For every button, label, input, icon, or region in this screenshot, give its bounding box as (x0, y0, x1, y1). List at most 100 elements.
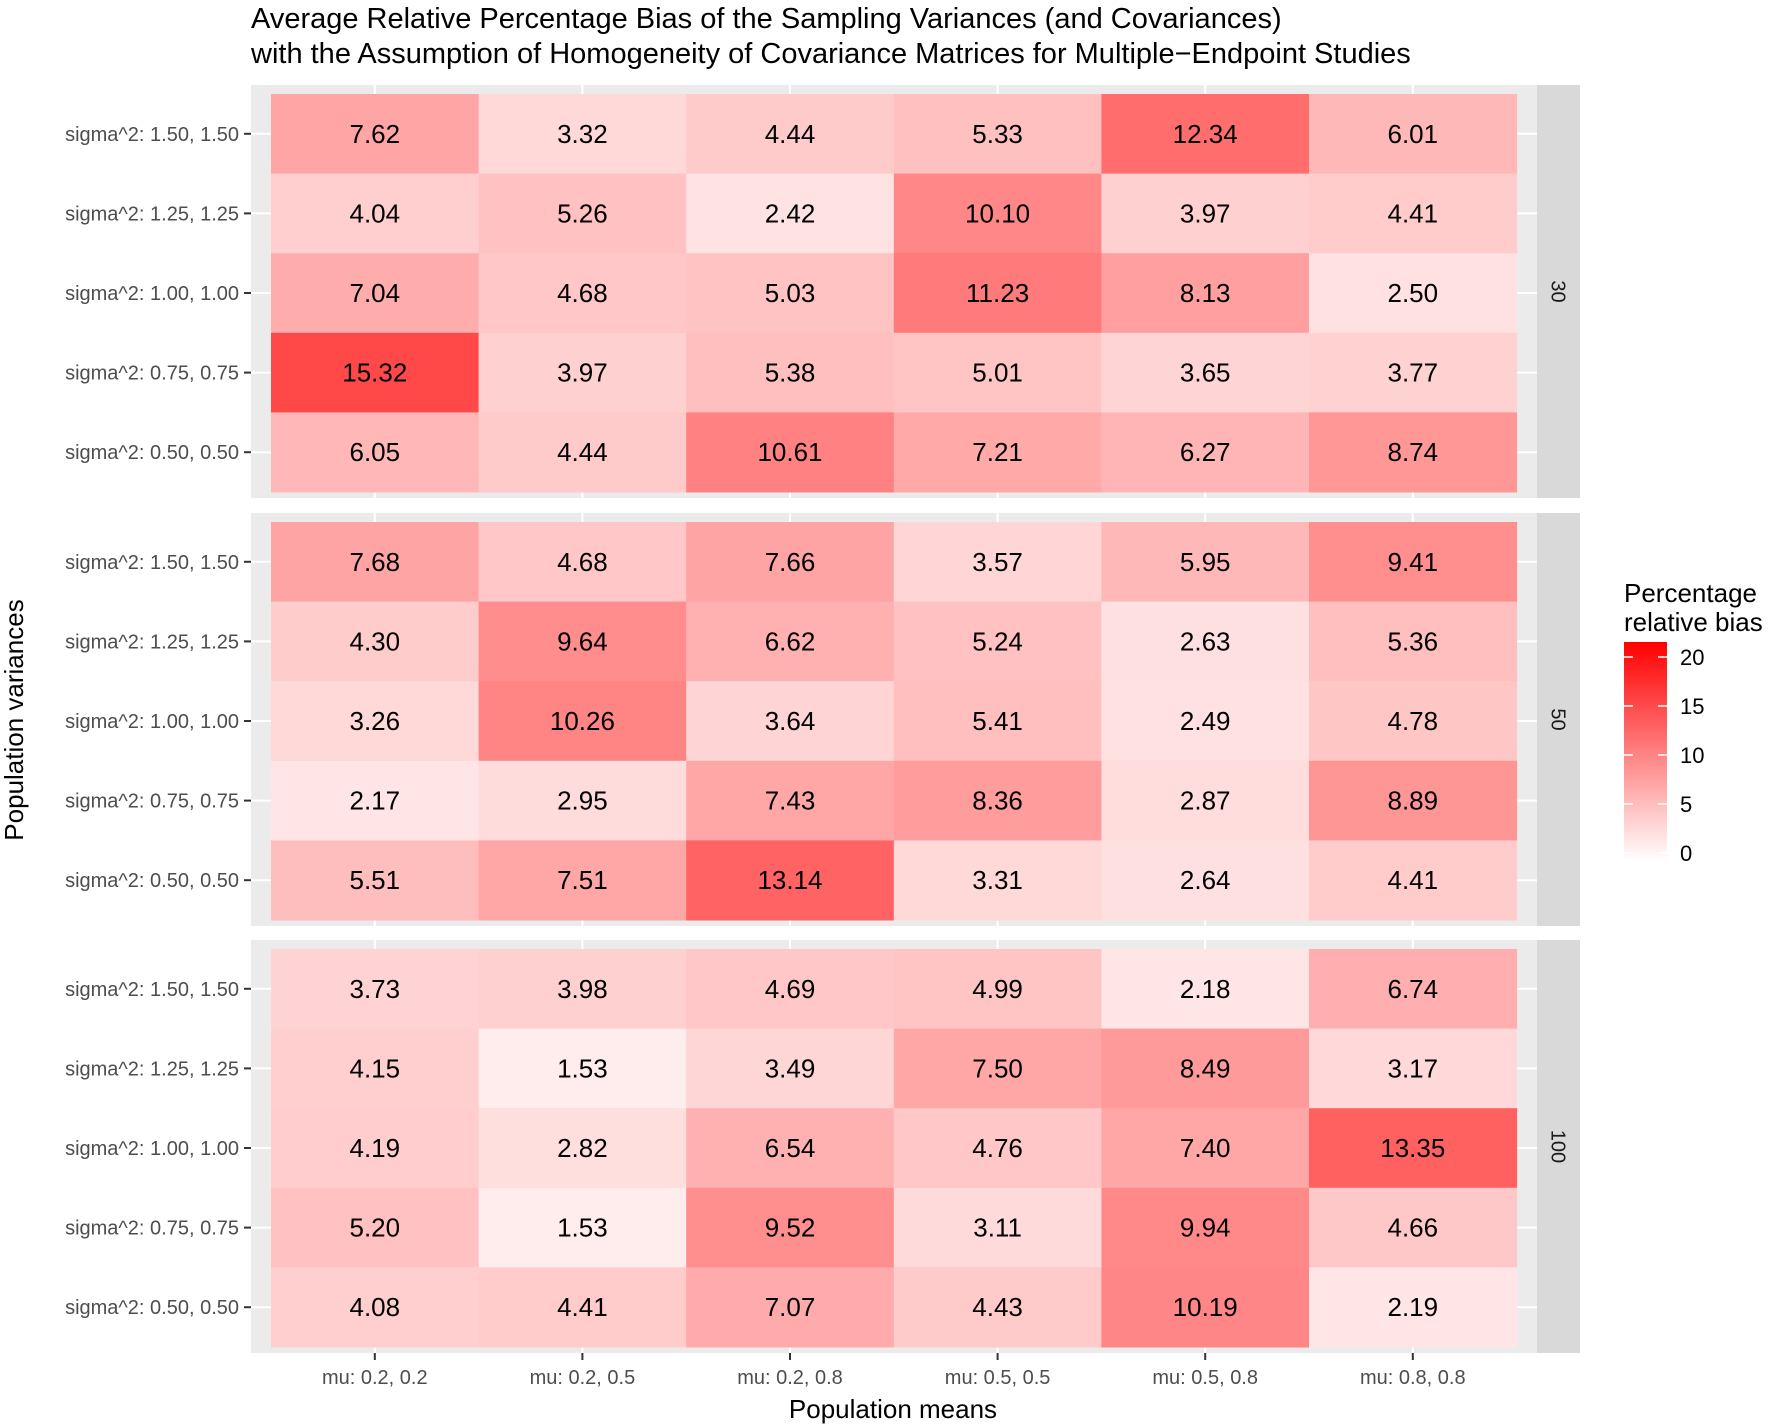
cell-value-label: 4.66 (1387, 1213, 1438, 1243)
chart-title-line: Average Relative Percentage Bias of the … (251, 3, 1282, 35)
x-tick-label: mu: 0.2, 0.5 (530, 1367, 636, 1389)
heatmap-cell (1101, 949, 1310, 1030)
y-tick-label: sigma^2: 0.75, 0.75 (65, 363, 239, 385)
y-axis-title: Population variances (0, 599, 29, 840)
heatmap-cell (893, 681, 1102, 762)
facet-strip-label: 30 (1547, 280, 1569, 302)
x-tick-label: mu: 0.2, 0.2 (322, 1367, 428, 1389)
legend-tick-label: 15 (1680, 694, 1704, 719)
heatmap-cell (686, 94, 895, 175)
cell-value-label: 7.66 (765, 547, 816, 577)
heatmap-cell (1309, 1028, 1518, 1109)
heatmap-cell (1309, 412, 1518, 493)
cell-value-label: 4.41 (557, 1292, 608, 1322)
cell-value-label: 8.74 (1387, 437, 1438, 467)
heatmap-cell (1101, 94, 1310, 175)
heatmap-cell (686, 1267, 895, 1348)
heatmap-cell (893, 522, 1102, 603)
y-tick-label: sigma^2: 0.50, 0.50 (65, 1297, 239, 1319)
cell-value-label: 7.04 (349, 278, 400, 308)
cell-value-label: 2.18 (1180, 974, 1231, 1004)
cell-value-label: 6.05 (349, 437, 400, 467)
cell-value-label: 2.64 (1180, 865, 1231, 895)
cell-value-label: 6.62 (765, 626, 816, 656)
heatmap-cell (893, 601, 1102, 682)
heatmap-cell (893, 760, 1102, 841)
heatmap-cell (1309, 332, 1518, 413)
cell-value-label: 3.11 (973, 1213, 1022, 1243)
cell-value-label: 5.95 (1180, 547, 1231, 577)
heatmap-cell (1309, 949, 1518, 1030)
heatmap-cell (893, 1108, 1102, 1189)
x-tick-label: mu: 0.5, 0.8 (1152, 1367, 1258, 1389)
cell-value-label: 4.44 (765, 119, 816, 149)
x-tick-label: mu: 0.5, 0.5 (945, 1367, 1051, 1389)
heatmap-cell (271, 412, 480, 493)
heatmap-cell (893, 949, 1102, 1030)
cell-value-label: 10.10 (965, 198, 1030, 228)
y-tick-label: sigma^2: 1.50, 1.50 (65, 552, 239, 574)
heatmap-cell (271, 840, 480, 921)
cell-value-label: 7.68 (349, 547, 400, 577)
cell-value-label: 9.94 (1180, 1213, 1231, 1243)
cell-value-label: 5.41 (972, 706, 1023, 736)
cell-value-label: 8.36 (972, 786, 1023, 816)
cell-value-label: 2.63 (1180, 626, 1231, 656)
cell-value-label: 3.65 (1180, 358, 1231, 388)
heatmap-cell (1101, 840, 1310, 921)
cell-value-label: 3.17 (1387, 1053, 1438, 1083)
legend-tick-label: 0 (1680, 841, 1692, 866)
cell-value-label: 5.51 (349, 865, 400, 895)
heatmap-cell (271, 760, 480, 841)
heatmap-cell (478, 1028, 687, 1109)
heatmap-cell (893, 1028, 1102, 1109)
cell-value-label: 13.35 (1380, 1133, 1445, 1163)
cell-value-label: 3.57 (972, 547, 1023, 577)
cell-value-label: 7.40 (1180, 1133, 1231, 1163)
cell-value-label: 5.24 (972, 626, 1023, 656)
cell-value-label: 2.87 (1180, 786, 1231, 816)
heatmap-cell (478, 681, 687, 762)
heatmap-cell (271, 949, 480, 1030)
heatmap-cell (271, 332, 480, 413)
facet-strip (1537, 940, 1580, 1353)
legend-tick-label: 5 (1680, 792, 1692, 817)
cell-value-label: 4.15 (349, 1053, 400, 1083)
heatmap-cell (1309, 1267, 1518, 1348)
cell-value-label: 10.19 (1173, 1292, 1238, 1322)
cell-value-label: 4.04 (349, 198, 400, 228)
heatmap-cell (1101, 332, 1310, 413)
heatmap-cell (478, 1187, 687, 1268)
heatmap-cell (686, 1187, 895, 1268)
y-tick-label: sigma^2: 1.00, 1.00 (65, 711, 239, 733)
heatmap-cell (686, 412, 895, 493)
heatmap-cell (1309, 760, 1518, 841)
heatmap-cell (271, 1108, 480, 1189)
heatmap-cell (478, 840, 687, 921)
heatmap-cell (893, 332, 1102, 413)
heatmap-cell (1101, 1187, 1310, 1268)
cell-value-label: 2.42 (765, 198, 816, 228)
y-tick-label: sigma^2: 1.00, 1.00 (65, 283, 239, 305)
heatmap-cell (686, 760, 895, 841)
heatmap-cell (271, 1028, 480, 1109)
y-tick-label: sigma^2: 0.75, 0.75 (65, 1218, 239, 1240)
heatmap-cell (478, 173, 687, 254)
cell-value-label: 6.54 (765, 1133, 816, 1163)
cell-value-label: 7.51 (557, 865, 608, 895)
heatmap-cell (478, 1108, 687, 1189)
cell-value-label: 1.53 (557, 1053, 608, 1083)
heatmap-cell (271, 601, 480, 682)
cell-value-label: 3.31 (972, 865, 1023, 895)
cell-value-label: 4.68 (557, 278, 608, 308)
cell-value-label: 4.41 (1387, 865, 1438, 895)
cell-value-label: 7.07 (765, 1292, 816, 1322)
y-tick-label: sigma^2: 1.25, 1.25 (65, 203, 239, 225)
cell-value-label: 3.73 (349, 974, 400, 1004)
cell-value-label: 5.03 (765, 278, 816, 308)
cell-value-label: 7.62 (349, 119, 400, 149)
heatmap-cell (271, 94, 480, 175)
legend-colorbar (1624, 642, 1667, 861)
heatmap-cell (686, 253, 895, 334)
